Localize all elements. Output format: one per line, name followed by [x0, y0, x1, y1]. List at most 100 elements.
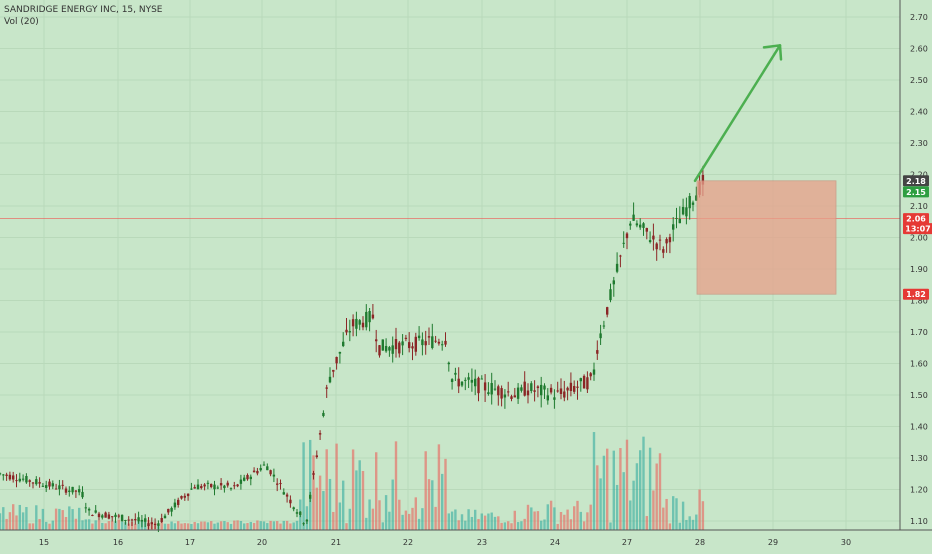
volume-bar	[5, 518, 8, 530]
candle-body	[678, 218, 681, 224]
arrow-head[interactable]	[762, 44, 783, 61]
candle-body	[391, 345, 394, 354]
candle-body	[130, 519, 134, 521]
volume-bar	[536, 511, 540, 530]
volume-bar	[18, 504, 21, 530]
candle-body	[124, 520, 127, 522]
volume-bar	[31, 523, 35, 530]
volume-bar	[325, 449, 328, 530]
volume-bar	[305, 506, 309, 530]
candle-body	[302, 523, 305, 525]
candle-body	[289, 499, 292, 504]
candle-body	[246, 474, 249, 480]
candle-body	[490, 383, 493, 395]
volume-bar	[124, 522, 127, 530]
volume-bar	[533, 511, 536, 530]
volume-bar	[338, 502, 342, 530]
candle-body	[444, 340, 447, 345]
projection-box[interactable]	[696, 180, 837, 295]
volume-bar	[8, 512, 12, 530]
volume-bar	[421, 508, 424, 530]
price-tick-label: 1.90	[910, 265, 928, 274]
candle-body	[318, 433, 322, 435]
candle-body	[569, 382, 573, 392]
price-tick-label: 1.70	[910, 328, 928, 337]
volume-bar	[328, 478, 332, 530]
volume-bar	[444, 458, 447, 530]
candle-body	[523, 381, 526, 396]
volume-bar	[483, 515, 487, 530]
time-tick-label: 22	[403, 538, 413, 547]
volume-bar	[450, 511, 454, 530]
volume-bar	[213, 523, 216, 530]
volume-bar	[345, 523, 348, 530]
projection-box-rect[interactable]	[696, 180, 837, 295]
candle-body	[431, 336, 434, 349]
volume-bar	[622, 472, 625, 530]
projection-arrow[interactable]	[693, 44, 783, 183]
volume-bar	[25, 507, 28, 530]
candlesticks[interactable]	[0, 165, 705, 533]
candle-body	[15, 480, 18, 482]
volume-bar	[74, 518, 78, 530]
candle-body	[365, 311, 368, 328]
volume-bar	[177, 521, 180, 530]
volume-bar	[401, 514, 404, 530]
volume-bar	[223, 521, 226, 530]
candle-body	[487, 392, 490, 395]
candle-body	[615, 263, 619, 272]
candle-body	[368, 311, 371, 323]
volume-bar	[94, 520, 97, 530]
volume-bar	[648, 447, 652, 530]
volume-bar	[615, 484, 619, 530]
volume-bar	[167, 523, 170, 530]
price-axis[interactable]: 2.70 2.60 2.50 2.40 2.30 2.20 2.10 2.00 1.90 1.80…	[899, 0, 928, 530]
candle-body	[563, 391, 566, 398]
volume-bar	[477, 519, 480, 530]
price-badge	[903, 175, 929, 187]
candle-body	[259, 468, 262, 471]
volume-bar	[64, 516, 68, 530]
candle-body	[592, 369, 596, 375]
candle-body	[101, 515, 104, 518]
volume-bar	[0, 513, 2, 530]
candle-body	[170, 507, 173, 512]
candle-body	[91, 514, 94, 517]
volume-bar	[111, 521, 114, 530]
volume-bar	[576, 500, 579, 530]
candle-body	[38, 482, 41, 484]
candle-body	[450, 379, 454, 382]
volume-bar	[117, 519, 120, 530]
volume-bar	[493, 516, 497, 530]
volume-bar	[431, 480, 434, 530]
price-badge-label: 2.06	[906, 215, 926, 224]
arrow-shaft[interactable]	[693, 44, 782, 183]
volume-bar	[480, 513, 483, 530]
volume-bar	[81, 520, 84, 530]
candle-body	[322, 412, 325, 417]
volume-bar	[219, 521, 223, 530]
volume-bar	[635, 463, 639, 530]
volume-bar	[678, 522, 681, 530]
candle-body	[361, 322, 365, 328]
candle-body	[45, 485, 48, 488]
volume-bar	[665, 498, 668, 530]
volume-bar	[668, 523, 672, 530]
volume-bar	[556, 523, 559, 530]
volume-bar	[378, 500, 381, 530]
volume-bar	[553, 507, 556, 530]
volume-bar	[368, 499, 371, 530]
volume-bar	[691, 519, 695, 530]
candle-body	[167, 508, 170, 513]
volume-bar	[589, 504, 592, 530]
candle-body	[229, 488, 233, 490]
time-axis[interactable]: 15 16 17 20 21 22 23 24 27 28 29 30	[0, 529, 932, 547]
volume-bar	[262, 521, 266, 530]
volume-bar	[460, 514, 464, 530]
candle-body	[467, 377, 470, 380]
candle-body	[94, 510, 97, 513]
volume-bar	[599, 478, 602, 530]
candle-body	[582, 375, 586, 389]
